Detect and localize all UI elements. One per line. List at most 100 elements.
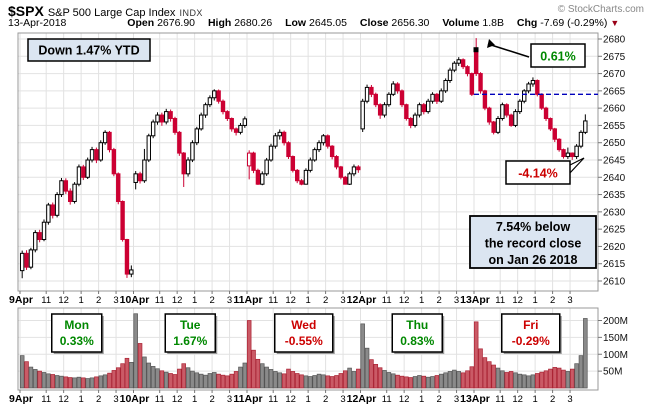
candle-body — [172, 118, 178, 133]
volume-bar — [81, 377, 86, 389]
candle-body — [465, 66, 470, 75]
hour-label: 2 — [550, 295, 555, 306]
candle-body — [76, 166, 82, 185]
quote-line: 13-Apr-2018 Open 2676.90 High 2680.26 Lo… — [8, 17, 648, 29]
loss-text: -4.14% — [518, 167, 558, 181]
ytd-annotation: Down 1.47% YTD — [27, 38, 151, 62]
volume-bar — [439, 373, 444, 389]
volume-bar — [177, 368, 182, 389]
hour-label: 1 — [192, 295, 197, 306]
volume-bar — [373, 364, 379, 389]
volume-bars — [19, 313, 588, 389]
candle-body — [216, 90, 221, 102]
volume-tick-label: 200M — [603, 316, 628, 327]
candle-body — [273, 135, 278, 147]
hour-label: 3 — [567, 394, 572, 405]
low-value: 2645.05 — [309, 17, 347, 29]
candle-body — [548, 118, 553, 130]
volume-bar — [185, 367, 191, 389]
candle-body — [50, 204, 55, 216]
gain-annotation: 0.61% — [473, 39, 586, 68]
volume-bar — [216, 373, 221, 389]
candle-body — [181, 152, 186, 175]
volume-bar — [181, 363, 186, 389]
volume-bar — [574, 363, 579, 389]
price-tick-label: 2665 — [603, 86, 626, 97]
candle-body — [495, 118, 501, 133]
open-label: Open — [127, 17, 155, 29]
volume-bar — [172, 374, 178, 389]
volume-bar — [273, 371, 278, 389]
volume-bar — [360, 323, 365, 389]
candle-body — [264, 159, 269, 175]
volume-axis: 200M 150M 100M 50M — [598, 316, 628, 378]
volume-value: 1.8B — [482, 17, 504, 29]
candle-body — [391, 83, 396, 95]
hour-label: 12 — [399, 394, 410, 405]
volume-bar — [329, 376, 335, 389]
candle-body — [233, 128, 239, 133]
candle-body — [460, 59, 466, 68]
record-text-line: 7.54% below — [496, 220, 571, 234]
day-label: 9Apr — [9, 393, 33, 405]
candle-body — [194, 128, 200, 144]
volume-bar — [316, 373, 322, 389]
volume-bar — [120, 363, 125, 389]
hour-label: 12 — [285, 394, 296, 405]
volume-bar — [133, 313, 138, 389]
day-summary-thu: Thu 0.83% — [391, 313, 445, 354]
volume-bar — [578, 355, 584, 389]
exchange-label: INDX — [179, 8, 203, 18]
high-value: 2680.26 — [234, 17, 273, 29]
candle-body — [552, 128, 557, 140]
hour-label: 2 — [209, 295, 214, 306]
candle-body — [482, 90, 488, 109]
volume-bar — [28, 366, 34, 389]
volume-bar — [129, 362, 134, 389]
record-text-line: the record close — [485, 237, 582, 251]
price-tick-label: 2635 — [603, 190, 626, 201]
volume-bar — [299, 374, 304, 389]
hour-label: 1 — [532, 394, 537, 405]
hour-label: 11 — [155, 394, 165, 405]
volume-bar — [168, 373, 173, 389]
candle-body — [37, 232, 42, 241]
day-label: 11Apr — [233, 294, 262, 306]
index-title: S&P 500 Large Cap Index — [47, 7, 176, 19]
volume-bar — [76, 376, 82, 389]
volume-bar — [408, 377, 413, 389]
volume-bar — [447, 371, 453, 389]
hour-label: 2 — [209, 394, 214, 405]
hour-label: 1 — [532, 295, 537, 306]
volume-bar — [308, 376, 313, 389]
candle-body — [408, 118, 413, 126]
price-tick-label: 2615 — [603, 259, 626, 270]
volume-bar — [294, 373, 300, 389]
candle-body — [343, 176, 348, 185]
candle-body — [469, 73, 475, 95]
candle-body — [33, 232, 38, 251]
price-axis: 2610 2615 2620 2625 2630 2635 2640 2645 2650 2655… — [598, 35, 626, 288]
candle-body — [81, 166, 86, 178]
candle-body — [561, 149, 566, 158]
volume-bar — [347, 367, 352, 389]
loss-annotation: -4.14% — [505, 157, 585, 185]
candle-body — [190, 142, 195, 161]
volume-bar — [19, 355, 25, 389]
candle-body — [439, 90, 444, 102]
candle-body — [452, 62, 457, 71]
candle-body — [177, 131, 182, 154]
candle-body — [421, 104, 427, 113]
price-tick-label: 2675 — [603, 52, 626, 63]
candle-body — [570, 152, 575, 158]
candle-body — [574, 145, 579, 158]
arrow-head — [487, 39, 495, 48]
volume-bar — [569, 368, 575, 389]
hour-label: 12 — [399, 295, 410, 306]
x-axis-mid: 9Apr 11 12 1 2 3 10Apr 11 12 1 2 3 11Apr 11 12 1 2 3 12Apr… — [9, 291, 573, 306]
hour-label: 12 — [58, 295, 69, 306]
price-tick-label: 2625 — [603, 225, 626, 236]
candle-body — [338, 166, 344, 178]
candle-body — [281, 131, 287, 144]
day-name: Mon — [64, 318, 89, 332]
